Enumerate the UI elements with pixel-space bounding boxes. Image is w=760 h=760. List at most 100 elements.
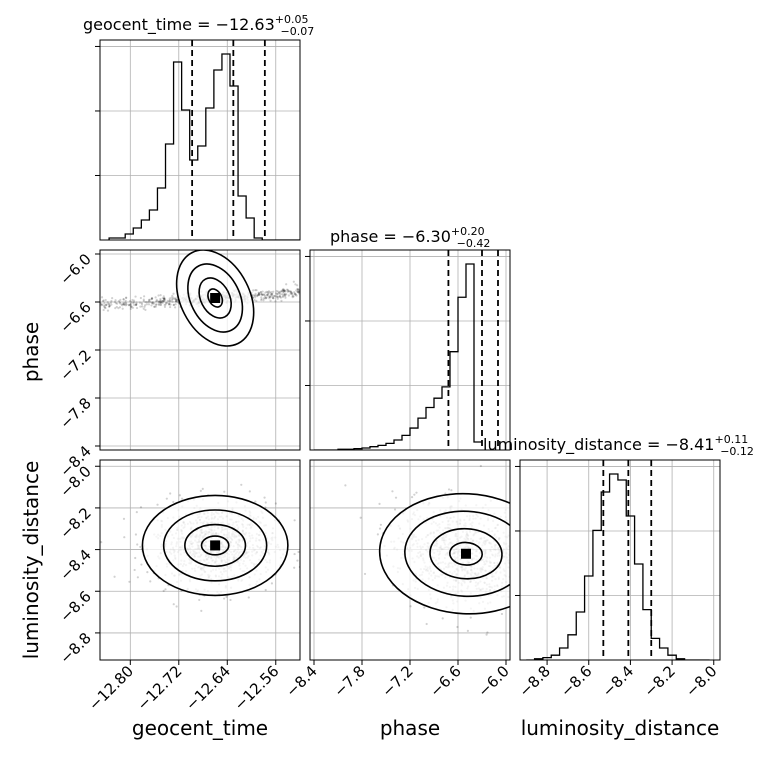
- sample-point: [527, 565, 529, 567]
- sample-point: [168, 300, 171, 303]
- sample-point: [512, 562, 514, 564]
- sample-point: [433, 282, 435, 284]
- sample-point: [515, 582, 517, 584]
- sample-point: [393, 508, 397, 511]
- sample-point: [290, 292, 293, 295]
- sample-point: [297, 289, 300, 292]
- contour-level-2: [187, 263, 244, 333]
- sample-point: [38, 305, 40, 307]
- sample-point: [258, 293, 261, 296]
- sample-point: [293, 552, 296, 556]
- sample-point: [513, 574, 515, 576]
- sample-point: [376, 533, 379, 536]
- sample-point: [114, 302, 118, 305]
- sample-point: [229, 598, 232, 602]
- sample-point: [281, 293, 284, 296]
- sample-point: [279, 296, 283, 299]
- sample-point: [527, 547, 529, 549]
- sample-point: [374, 291, 376, 293]
- sample-point: [523, 552, 525, 554]
- sample-point: [120, 303, 123, 306]
- sample-point: [70, 304, 72, 306]
- sample-point: [153, 305, 156, 308]
- sample-point: [114, 299, 117, 302]
- sample-point: [372, 287, 374, 289]
- sample-point: [282, 289, 286, 292]
- sample-point: [512, 557, 514, 559]
- sample-point: [554, 543, 556, 545]
- sample-point: [542, 564, 544, 566]
- sample-point: [526, 528, 528, 530]
- sample-point: [391, 490, 394, 493]
- sample-point: [374, 287, 376, 289]
- sample-point: [253, 294, 256, 297]
- sample-point: [257, 293, 260, 296]
- sample-point: [252, 289, 255, 292]
- sample-point: [302, 299, 304, 301]
- sample-point: [414, 280, 416, 282]
- sample-point: [247, 596, 250, 599]
- sample-point: [117, 299, 120, 303]
- sample-point: [486, 631, 489, 634]
- sample-point: [154, 303, 158, 306]
- sample-point: [411, 287, 413, 289]
- sample-point: [515, 557, 517, 559]
- sample-point: [305, 288, 307, 290]
- sample-point: [150, 298, 153, 301]
- sample-point: [173, 306, 177, 309]
- sample-point: [157, 303, 161, 307]
- sample-point: [304, 296, 306, 298]
- sample-point: [359, 286, 361, 288]
- sample-point: [521, 580, 523, 582]
- sample-point: [354, 288, 356, 290]
- sample-point: [159, 303, 163, 307]
- sample-point: [364, 288, 366, 290]
- sample-point: [528, 532, 530, 534]
- sample-point: [305, 286, 307, 288]
- y-tick-label: −6.0: [56, 250, 94, 288]
- sample-point: [269, 294, 272, 297]
- sample-point: [318, 289, 320, 291]
- sample-point: [115, 305, 118, 309]
- sample-point: [271, 295, 274, 298]
- sample-point: [294, 293, 297, 296]
- sample-point: [270, 582, 274, 585]
- sample-point: [326, 288, 328, 290]
- sample-point: [157, 302, 160, 306]
- sample-point: [174, 297, 177, 300]
- sample-point: [351, 292, 353, 294]
- sample-point: [272, 297, 275, 300]
- sample-point: [456, 625, 459, 629]
- sample-point: [45, 311, 47, 313]
- sample-point: [282, 291, 285, 294]
- sample-point: [271, 296, 274, 299]
- sample-point: [306, 286, 308, 288]
- sample-point: [557, 571, 559, 573]
- sample-point: [113, 300, 116, 304]
- sample-point: [539, 578, 541, 580]
- sample-point: [528, 568, 530, 570]
- plot-area: [310, 460, 559, 660]
- sample-point: [340, 286, 342, 288]
- sample-point: [135, 301, 138, 304]
- sample-point: [308, 290, 310, 292]
- sample-point: [30, 308, 32, 310]
- sample-point: [270, 291, 273, 294]
- sample-point: [172, 303, 176, 306]
- sample-point: [311, 288, 313, 290]
- sample-point: [311, 290, 313, 292]
- sample-point: [415, 491, 418, 494]
- sample-point: [45, 311, 47, 313]
- sample-point: [275, 295, 279, 299]
- sample-point: [511, 520, 513, 522]
- sample-point: [302, 293, 304, 295]
- sample-point: [538, 578, 540, 580]
- sample-point: [141, 305, 144, 308]
- sample-point: [111, 296, 114, 300]
- sample-point: [370, 289, 372, 291]
- sample-point: [166, 299, 169, 302]
- sample-point: [305, 294, 307, 296]
- xlabel-geocent-time: geocent_time: [132, 716, 268, 740]
- sample-point: [162, 589, 165, 592]
- sample-point: [55, 308, 57, 310]
